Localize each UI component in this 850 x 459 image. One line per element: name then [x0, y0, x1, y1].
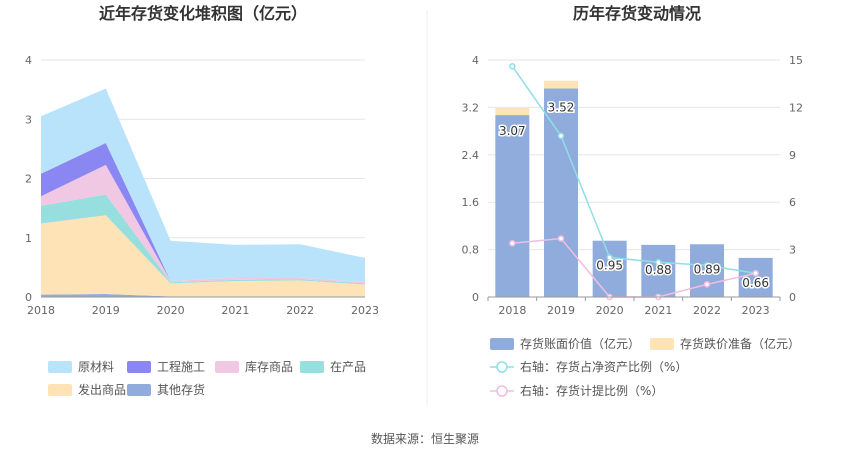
source-text: 数据来源：恒生聚源 [371, 431, 479, 446]
area-4 [41, 142, 365, 283]
left-y-tick-label: 4 [25, 54, 32, 67]
bar-book-value [592, 240, 627, 297]
left-x-tick-label: 2019 [92, 304, 120, 317]
legend-label: 右轴：存货计提比例（%） [520, 383, 663, 398]
legend-swatch [300, 361, 324, 373]
left-x-tick-label: 2021 [221, 304, 249, 317]
left-x-tick-label: 2018 [27, 304, 55, 317]
right-legend[interactable]: 存货账面价值（亿元） 存货跌价准备（亿元） 右轴：存货占净资产比例（%） 右轴：存货计… [490, 336, 800, 398]
right-x-tick-label: 2021 [644, 304, 672, 317]
left-y-tick-label: 1 [25, 232, 32, 245]
bar-book-value [738, 257, 773, 297]
legend-label: 库存商品 [245, 359, 293, 374]
bar-data-label: 3.07 [499, 124, 526, 138]
legend-label: 右轴：存货占净资产比例（%） [520, 359, 687, 374]
legend-swatch [48, 384, 72, 396]
right-y2-tick-label: 0 [789, 291, 796, 304]
area-0 [41, 294, 365, 297]
legend-marker [496, 361, 508, 373]
legend-swatch [127, 384, 151, 396]
right-x-tick-label: 2019 [547, 304, 575, 317]
right-y2-tick-label: 12 [789, 101, 803, 114]
legend-label: 存货账面价值（亿元） [520, 336, 640, 351]
bar-book-value [690, 244, 724, 297]
legend-swatch [48, 361, 72, 373]
line-point [655, 258, 662, 266]
right-y-tick-label: 3.2 [462, 101, 480, 114]
bar-book-value [641, 244, 676, 297]
right-y-tick-label: 0 [472, 291, 479, 304]
legend-swatch-provision [650, 338, 674, 350]
left-y-axis: 0 1 2 3 4 [25, 54, 32, 304]
bar-data-label: 0.88 [645, 263, 672, 277]
bar-data-label: 0.66 [742, 276, 769, 290]
left-y-tick-label: 3 [25, 113, 32, 126]
legend-label: 在产品 [330, 360, 366, 374]
right-y2-tick-label: 9 [789, 149, 796, 162]
legend-marker [496, 385, 508, 397]
line-point [752, 270, 759, 277]
left-chart-title: 近年存货变化堆积图（亿元） [99, 4, 307, 23]
legend-swatch-book-value [490, 338, 514, 350]
legend-swatch [215, 361, 239, 373]
right-y-axis-right: 0 3 6 9 12 15 [789, 54, 803, 304]
line-point [509, 63, 516, 70]
line-point [509, 240, 516, 247]
right-bars [495, 80, 773, 297]
right-x-tick-label: 2020 [596, 304, 624, 317]
area-5 [41, 88, 365, 283]
right-y-tick-label: 0.8 [462, 244, 480, 257]
right-x-tick-label: 2018 [498, 304, 526, 317]
right-x-axis: 2018 2019 2020 2021 2022 2023 [487, 296, 781, 317]
bar-data-label: 3.52 [548, 100, 575, 114]
bar-book-value [544, 88, 578, 297]
right-y2-tick-label: 15 [789, 54, 803, 67]
line-point [557, 235, 565, 242]
right-chart-title: 历年存货变动情况 [573, 4, 701, 23]
legend-label: 工程施工 [157, 359, 205, 374]
right-y2-tick-label: 3 [789, 244, 796, 257]
right-x-tick-label: 2022 [693, 304, 721, 317]
legend-label: 存货跌价准备（亿元） [680, 336, 800, 351]
right-grid [488, 59, 780, 298]
line-point [703, 281, 711, 288]
left-areas [41, 88, 365, 297]
legend-swatch [127, 361, 151, 373]
bar-data-label: 0.95 [596, 259, 623, 273]
right-y-tick-label: 4 [472, 54, 479, 67]
left-x-tick-label: 2020 [157, 304, 185, 317]
line-point [557, 132, 565, 140]
left-x-tick-label: 2022 [286, 304, 314, 317]
right-y2-tick-label: 6 [789, 196, 796, 209]
area-2 [41, 194, 365, 285]
right-y-tick-label: 2.4 [462, 149, 480, 162]
bar-book-value [495, 115, 530, 297]
legend-label: 其他存货 [157, 382, 205, 397]
right-y-axis-left: 0 0.8 1.6 2.4 3.2 4 [462, 54, 480, 304]
line-series-2 [511, 65, 756, 275]
right-x-tick-label: 2023 [742, 304, 770, 317]
right-data-labels: 3.07 3.52 0.95 0.88 0.89 0.66 [497, 99, 770, 292]
area-1 [41, 215, 365, 297]
line-point [606, 254, 613, 261]
left-x-axis: 2018 2019 2020 2021 2022 2023 [27, 296, 379, 317]
legend-label: 原材料 [78, 360, 114, 374]
line-point [703, 262, 711, 269]
area-3 [41, 164, 365, 284]
right-y-tick-label: 1.6 [462, 196, 480, 209]
left-y-tick-label: 2 [25, 173, 32, 186]
right-lines [509, 63, 759, 301]
bar-data-label: 0.89 [694, 262, 721, 276]
legend-label: 发出商品 [78, 382, 126, 397]
bar-provision [495, 107, 530, 116]
left-x-tick-label: 2023 [351, 304, 379, 317]
left-y-tick-label: 0 [25, 291, 32, 304]
bar-provision [544, 80, 578, 89]
